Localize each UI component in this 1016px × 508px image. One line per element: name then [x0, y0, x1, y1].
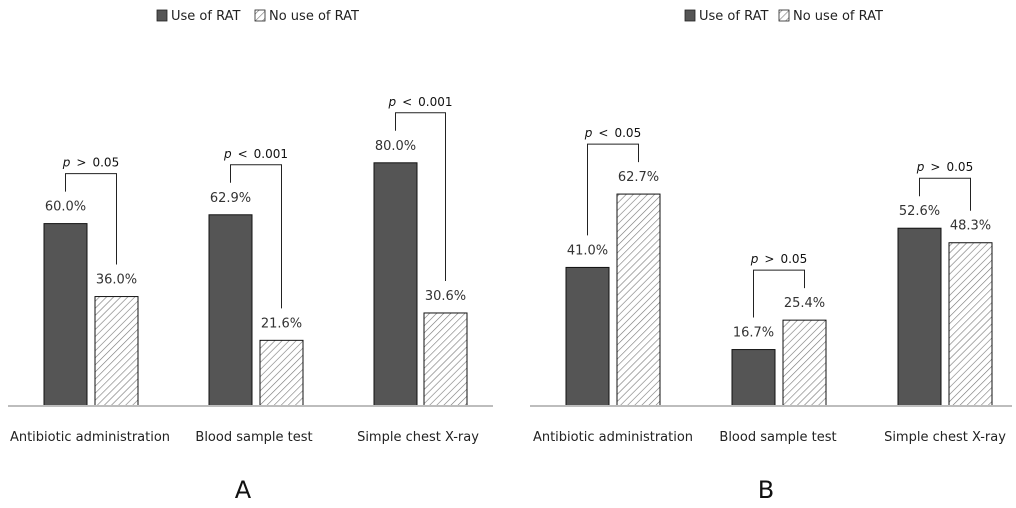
chart-panel-b: Use of RAT No use of RAT 41.0% 62.7% 16.7%… [530, 9, 1012, 504]
legend-swatch-use-of-rat [156, 9, 168, 22]
p-value-simple-chest-x-ray: p <0.001 [387, 95, 452, 109]
bar-no-use-of-rat-blood-sample-test [782, 319, 827, 407]
legend-label-use-of-rat: Use of RAT [699, 9, 768, 24]
p-threshold: 0.001 [418, 95, 452, 109]
bar-use-of-rat-simple-chest-x-ray [897, 227, 942, 407]
bar-no-use-of-rat-blood-sample-test [259, 339, 304, 407]
p-threshold: 0.05 [92, 156, 119, 170]
data-label-use-of-rat-blood-sample-test: 62.9% [210, 191, 251, 206]
data-label-use-of-rat-antibiotic-administration: 41.0% [567, 243, 608, 258]
legend-label-no-use-of-rat: No use of RAT [269, 9, 359, 24]
p-symbol: p [223, 147, 232, 161]
x-tick-label-antibiotic-administration: Antibiotic administration [533, 430, 693, 445]
p-value-antibiotic-administration: p >0.05 [62, 156, 119, 170]
bar-use-of-rat-blood-sample-test [208, 214, 253, 407]
p-threshold: 0.001 [254, 147, 288, 161]
panel-label: A [235, 476, 252, 504]
legend: Use of RAT No use of RAT [156, 9, 359, 24]
data-label-no-use-of-rat-blood-sample-test: 21.6% [261, 316, 302, 331]
data-label-use-of-rat-simple-chest-x-ray: 52.6% [899, 204, 940, 219]
p-symbol: p [387, 95, 396, 109]
p-operator: > [764, 252, 774, 266]
legend-label-use-of-rat: Use of RAT [171, 9, 240, 24]
data-label-no-use-of-rat-blood-sample-test: 25.4% [784, 296, 825, 311]
p-operator: > [930, 160, 940, 174]
p-operator: > [76, 156, 86, 170]
significance-bracket-antibiotic-administration [65, 173, 117, 265]
p-operator: < [402, 95, 412, 109]
data-label-no-use-of-rat-antibiotic-administration: 62.7% [618, 170, 659, 185]
bar-no-use-of-rat-simple-chest-x-ray [948, 242, 993, 407]
p-value-blood-sample-test: p <0.001 [223, 147, 288, 161]
bar-use-of-rat-antibiotic-administration [565, 266, 610, 407]
p-operator: < [238, 147, 248, 161]
chart-panel-a: Use of RAT No use of RAT 60.0% 36.0% 62.9%… [8, 9, 493, 504]
x-tick-label-simple-chest-x-ray: Simple chest X-ray [357, 430, 479, 445]
p-threshold: 0.05 [780, 252, 807, 266]
p-symbol: p [916, 160, 925, 174]
bar-use-of-rat-blood-sample-test [731, 349, 776, 407]
x-tick-label-blood-sample-test: Blood sample test [195, 430, 312, 445]
p-symbol: p [62, 156, 71, 170]
p-threshold: 0.05 [614, 126, 641, 140]
legend-label-no-use-of-rat: No use of RAT [793, 9, 883, 24]
panel-label: B [758, 476, 774, 504]
data-label-no-use-of-rat-simple-chest-x-ray: 30.6% [425, 289, 466, 304]
legend: Use of RAT No use of RAT [684, 9, 883, 24]
data-label-no-use-of-rat-antibiotic-administration: 36.0% [96, 273, 137, 288]
x-tick-label-blood-sample-test: Blood sample test [719, 430, 836, 445]
p-value-simple-chest-x-ray: p >0.05 [916, 160, 973, 174]
bar-no-use-of-rat-antibiotic-administration [94, 296, 139, 407]
significance-bracket-simple-chest-x-ray [919, 177, 971, 211]
bar-no-use-of-rat-antibiotic-administration [616, 193, 661, 407]
significance-bracket-simple-chest-x-ray [395, 112, 446, 281]
legend-swatch-use-of-rat [684, 9, 696, 22]
significance-bracket-antibiotic-administration [587, 143, 639, 236]
legend-swatch-no-use-of-rat [254, 9, 266, 22]
p-threshold: 0.05 [946, 160, 973, 174]
data-label-no-use-of-rat-simple-chest-x-ray: 48.3% [950, 219, 991, 234]
p-symbol: p [750, 252, 759, 266]
significance-bracket-blood-sample-test [230, 164, 282, 309]
p-value-antibiotic-administration: p <0.05 [584, 126, 641, 140]
x-tick-label-antibiotic-administration: Antibiotic administration [10, 430, 170, 445]
data-label-use-of-rat-blood-sample-test: 16.7% [733, 326, 774, 341]
data-label-use-of-rat-antibiotic-administration: 60.0% [45, 200, 86, 215]
bar-use-of-rat-antibiotic-administration [43, 223, 88, 407]
p-operator: < [598, 126, 608, 140]
data-label-use-of-rat-simple-chest-x-ray: 80.0% [375, 139, 416, 154]
bar-no-use-of-rat-simple-chest-x-ray [423, 312, 468, 407]
x-tick-label-simple-chest-x-ray: Simple chest X-ray [884, 430, 1006, 445]
p-value-blood-sample-test: p >0.05 [750, 252, 807, 266]
p-symbol: p [584, 126, 593, 140]
significance-bracket-blood-sample-test [753, 269, 805, 318]
legend-swatch-no-use-of-rat [778, 9, 790, 22]
bar-use-of-rat-simple-chest-x-ray [373, 162, 418, 407]
